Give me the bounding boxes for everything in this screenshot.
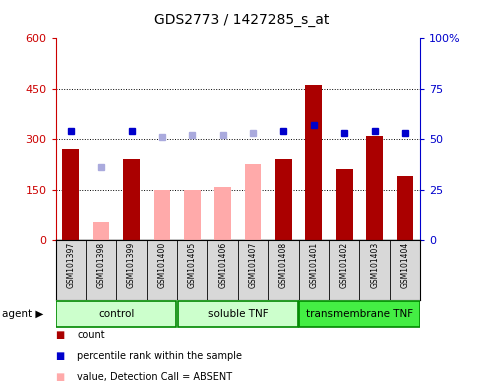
Bar (62, 149, 79, 240)
Text: GSM101402: GSM101402 (340, 242, 349, 288)
FancyBboxPatch shape (56, 301, 176, 327)
Bar (154, 190, 170, 240)
Bar (366, 136, 383, 240)
Bar (93, 222, 110, 240)
Bar (336, 169, 353, 240)
Text: count: count (77, 330, 105, 340)
Text: value, Detection Call = ABSENT: value, Detection Call = ABSENT (77, 372, 232, 382)
Text: GSM101405: GSM101405 (188, 242, 197, 288)
Text: GSM101401: GSM101401 (309, 242, 318, 288)
Text: GSM101397: GSM101397 (66, 242, 75, 288)
Text: GSM101403: GSM101403 (370, 242, 379, 288)
Text: GSM101408: GSM101408 (279, 242, 288, 288)
Text: ■: ■ (56, 330, 65, 340)
Text: transmembrane TNF: transmembrane TNF (306, 309, 413, 319)
Text: GSM101404: GSM101404 (400, 242, 410, 288)
Bar (184, 190, 200, 240)
Bar (214, 187, 231, 240)
Text: ■: ■ (56, 372, 65, 382)
Text: GSM101406: GSM101406 (218, 242, 227, 288)
Text: control: control (98, 309, 134, 319)
FancyBboxPatch shape (178, 301, 298, 327)
Bar (305, 85, 322, 240)
Bar (275, 159, 292, 240)
Text: GSM101399: GSM101399 (127, 242, 136, 288)
Text: ■: ■ (56, 351, 65, 361)
Text: agent ▶: agent ▶ (2, 309, 44, 319)
Text: percentile rank within the sample: percentile rank within the sample (77, 351, 242, 361)
FancyBboxPatch shape (299, 301, 420, 327)
Bar (245, 164, 261, 240)
Text: GSM101407: GSM101407 (249, 242, 257, 288)
Bar (397, 176, 413, 240)
Text: GDS2773 / 1427285_s_at: GDS2773 / 1427285_s_at (154, 13, 329, 27)
Text: GSM101398: GSM101398 (97, 242, 106, 288)
Text: GSM101400: GSM101400 (157, 242, 167, 288)
Bar (123, 159, 140, 240)
Text: soluble TNF: soluble TNF (208, 309, 268, 319)
